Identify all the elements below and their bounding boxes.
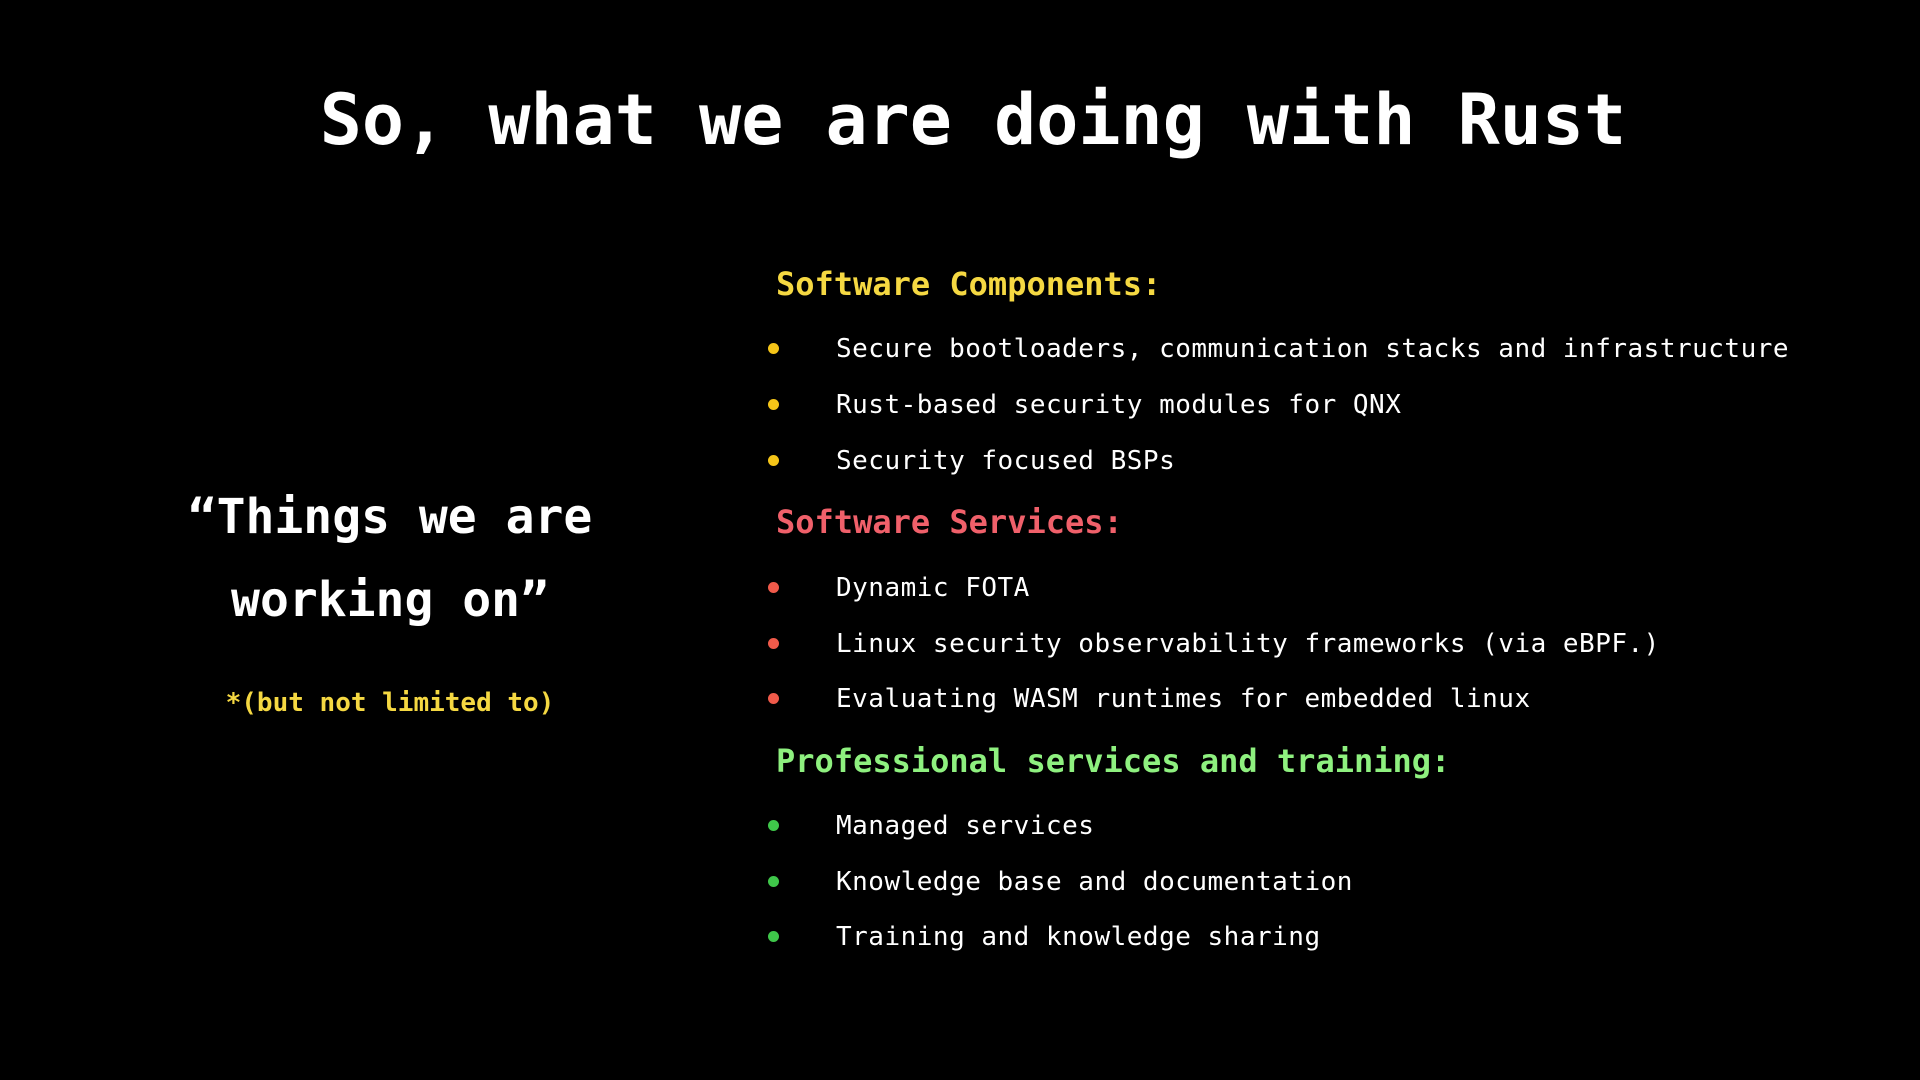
bullet-dot-icon (768, 399, 779, 410)
quote-block: “Things we are working on” (170, 476, 610, 642)
list-item-text: Managed services (836, 811, 1095, 841)
slide-title: So, what we are doing with Rust (319, 79, 1627, 161)
quote-line-1: “Things we are (187, 489, 593, 545)
bullet-dot-icon (768, 820, 779, 831)
list-item-text: Secure bootloaders, communication stacks… (836, 334, 1790, 364)
list-item-text: Knowledge base and documentation (836, 867, 1353, 897)
bullet-dot-icon (768, 343, 779, 354)
list-item-text: Evaluating WASM runtimes for embedded li… (836, 684, 1531, 714)
list-item-text: Training and knowledge sharing (836, 922, 1321, 952)
list-item-text: Security focused BSPs (836, 446, 1176, 476)
list-item-text: Dynamic FOTA (836, 573, 1030, 603)
list-item-text: Rust-based security modules for QNX (836, 390, 1402, 420)
section-heading-services: Software Services: (776, 503, 1123, 541)
section-heading-professional: Professional services and training: (776, 742, 1451, 780)
bullet-dot-icon (768, 582, 779, 593)
quote-line-2: working on” (231, 572, 549, 628)
list-item-text: Linux security observability frameworks … (836, 629, 1660, 659)
bullet-dot-icon (768, 931, 779, 942)
bullet-dot-icon (768, 638, 779, 649)
bullet-dot-icon (768, 693, 779, 704)
quote-note: *(but not limited to) (225, 688, 555, 718)
bullet-dot-icon (768, 876, 779, 887)
section-heading-components: Software Components: (776, 265, 1162, 303)
bullet-dot-icon (768, 455, 779, 466)
